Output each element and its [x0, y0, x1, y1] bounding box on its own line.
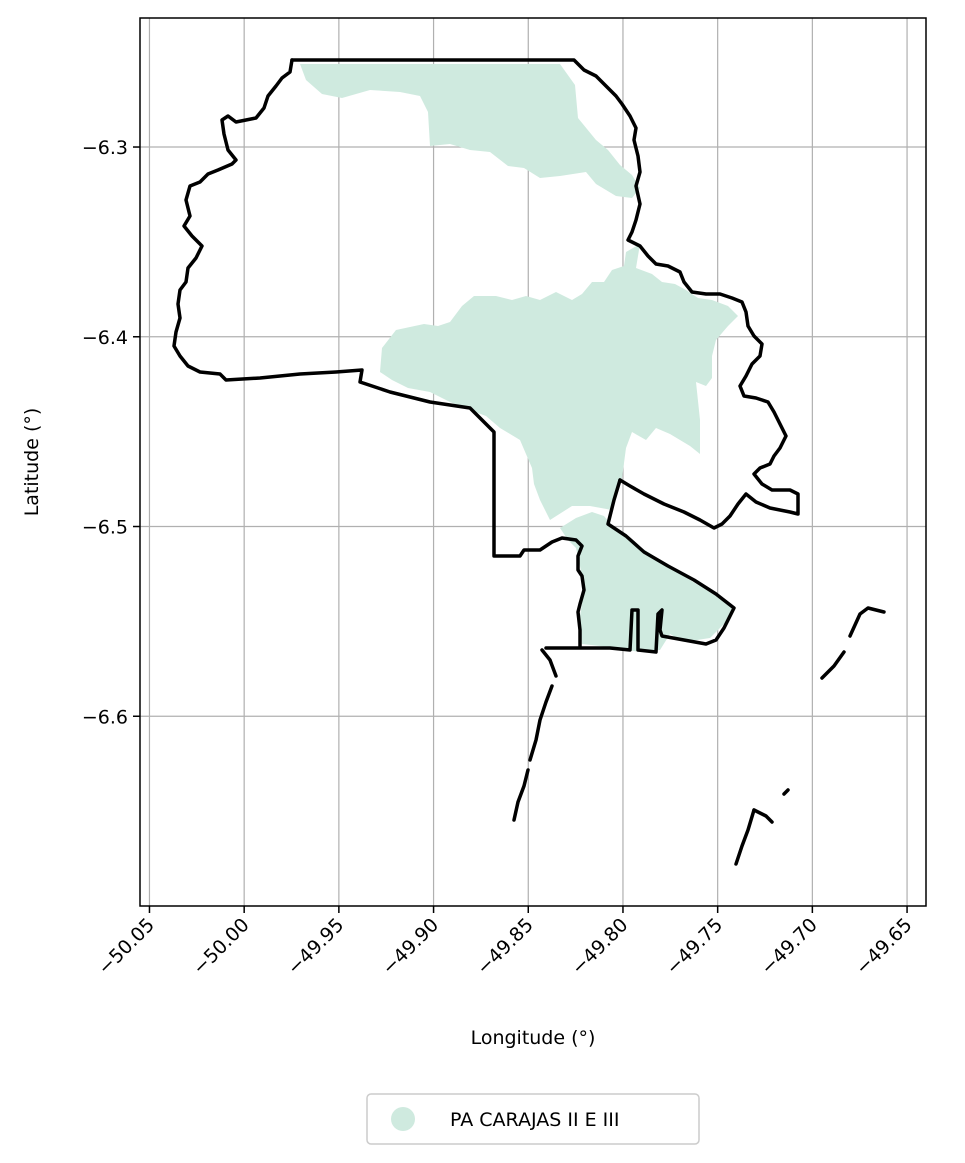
legend-box — [366, 1093, 700, 1145]
boundary-segment-sw-3 — [512, 768, 530, 822]
x-axis-title: Longitude (°) — [471, 1027, 596, 1049]
boundary-segment-se — [734, 808, 756, 866]
boundary-segment-sw-2 — [528, 684, 554, 762]
y-tick-label: −6.4 — [82, 327, 128, 349]
boundary-segment-ne — [848, 606, 886, 638]
x-tick-label: −49.70 — [757, 914, 822, 979]
boundary-main — [290, 58, 800, 530]
y-axis-ticks: −6.3 −6.4 −6.5 −6.6 — [82, 137, 140, 728]
settlement-area-central — [380, 244, 738, 520]
y-tick-label: −6.5 — [82, 517, 128, 539]
boundary-west — [172, 58, 736, 654]
boundary-segment-se-2 — [752, 808, 774, 824]
boundary-segment-dot — [782, 788, 790, 796]
boundary-segment-ne-2 — [820, 650, 846, 680]
x-tick-label: −49.85 — [473, 914, 538, 979]
x-axis-ticks: −50.05 −50.00 −49.95 −49.90 −49.85 −49.80 −49.… — [94, 906, 917, 979]
boundary-outline — [172, 58, 886, 866]
x-tick-label: −49.90 — [378, 914, 443, 979]
y-axis-title: Latitude (°) — [21, 408, 43, 517]
x-tick-label: −49.75 — [662, 914, 727, 979]
x-tick-label: −49.95 — [283, 914, 348, 979]
settlement-area-north — [300, 64, 640, 198]
y-tick-label: −6.6 — [82, 706, 128, 728]
x-tick-label: −49.65 — [851, 914, 916, 979]
settlement-area — [300, 64, 738, 652]
axes-frame — [139, 17, 927, 907]
legend: PA CARAJAS II E III — [366, 1093, 700, 1145]
y-tick-label: −6.3 — [82, 137, 128, 159]
x-tick-label: −49.80 — [567, 914, 632, 979]
x-tick-label: −50.05 — [94, 914, 159, 979]
legend-label: PA CARAJAS II E III — [450, 1109, 619, 1131]
settlement-area-south — [560, 512, 732, 652]
legend-marker — [391, 1107, 415, 1131]
x-tick-label: −50.00 — [188, 914, 253, 979]
boundary-segment-sw — [540, 648, 558, 678]
